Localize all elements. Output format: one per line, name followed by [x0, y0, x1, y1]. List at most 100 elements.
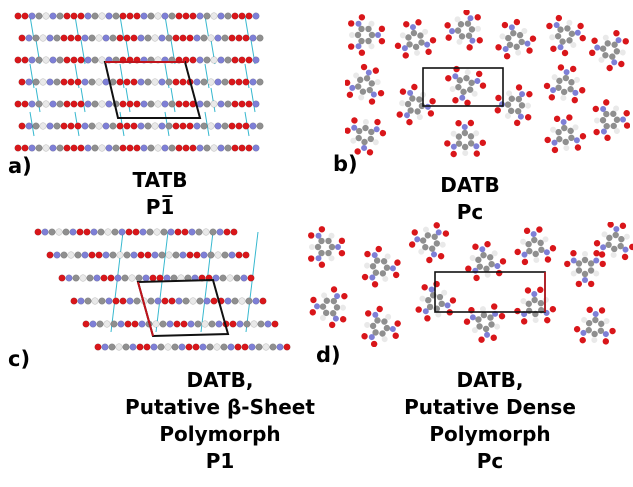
atom [599, 260, 606, 268]
atom [319, 303, 327, 310]
atom [151, 34, 159, 42]
atom [483, 265, 490, 273]
atom [32, 34, 40, 42]
atom [564, 25, 571, 32]
atom [406, 41, 413, 48]
atom [325, 249, 332, 257]
molecule [573, 306, 616, 345]
beta-sheet-crystal-packing [34, 228, 291, 351]
atom [549, 245, 557, 252]
atom [60, 78, 68, 86]
atom [351, 124, 358, 131]
atom [429, 37, 437, 44]
atom [358, 25, 365, 33]
hydrogen-bond [204, 63, 210, 89]
atom [444, 140, 451, 147]
caption-d: DATB, Putative Dense Polymorph Pc [385, 367, 595, 475]
atom [504, 101, 512, 108]
atom [597, 327, 605, 335]
atom [161, 12, 169, 20]
atom [362, 124, 369, 132]
atom [49, 100, 57, 108]
atom [368, 98, 376, 105]
atom [431, 251, 438, 258]
atom [276, 343, 284, 351]
atom [189, 297, 197, 305]
atom [210, 12, 218, 20]
atom [262, 343, 270, 351]
atom [116, 251, 124, 259]
atom [53, 34, 61, 42]
atom [461, 124, 468, 131]
atom [573, 137, 580, 144]
atom [77, 100, 85, 108]
atom [435, 311, 442, 318]
atom [424, 315, 431, 322]
atom [403, 112, 410, 119]
atom [242, 34, 250, 42]
atom [367, 135, 375, 143]
atom [501, 21, 509, 29]
atom [460, 88, 467, 96]
atom [437, 252, 445, 260]
atom [521, 258, 529, 266]
atom [109, 34, 117, 42]
atom [69, 228, 77, 236]
atom [63, 100, 71, 108]
molecule [495, 18, 537, 60]
atom [88, 122, 96, 130]
molecule [592, 99, 630, 142]
atom [474, 77, 481, 84]
atom [63, 12, 71, 20]
atom [109, 251, 117, 259]
atom [178, 343, 186, 351]
atom [503, 52, 511, 60]
atom [480, 311, 488, 319]
atom [394, 42, 402, 50]
atom [502, 46, 509, 53]
atom [21, 12, 29, 20]
atom [167, 228, 175, 236]
atom [348, 43, 355, 50]
atom [419, 237, 427, 244]
panel-label-b: b) [333, 152, 358, 176]
atom [418, 39, 425, 46]
atom [374, 79, 381, 86]
atom [67, 251, 75, 259]
molecule [394, 19, 437, 59]
atom [532, 250, 539, 258]
atom [126, 12, 134, 20]
atom [217, 100, 225, 108]
atom [196, 297, 204, 305]
atom [422, 28, 429, 35]
atom [212, 274, 220, 282]
atom [570, 41, 577, 48]
atom [564, 260, 571, 268]
atom [599, 117, 607, 124]
atom [48, 228, 56, 236]
atom [523, 227, 531, 235]
atom [56, 12, 64, 20]
atom [508, 24, 515, 31]
atom [108, 343, 116, 351]
atom [424, 232, 432, 239]
atom [358, 94, 365, 101]
hydrogen-bond [119, 63, 125, 89]
atom [49, 12, 57, 20]
atom [515, 84, 523, 91]
atom [147, 144, 155, 152]
dense-polymorph-crystal-packing [308, 222, 633, 347]
atom [181, 228, 189, 236]
caption-a-line-1: TATB [132, 168, 188, 192]
atom [542, 236, 549, 243]
atom [164, 343, 172, 351]
atom [465, 32, 473, 39]
atom [467, 15, 474, 22]
atom [619, 116, 626, 123]
atom [112, 12, 120, 20]
atom [362, 119, 369, 126]
atom [605, 241, 612, 249]
atom [504, 112, 511, 119]
molecule [445, 65, 487, 107]
atom [454, 27, 462, 34]
